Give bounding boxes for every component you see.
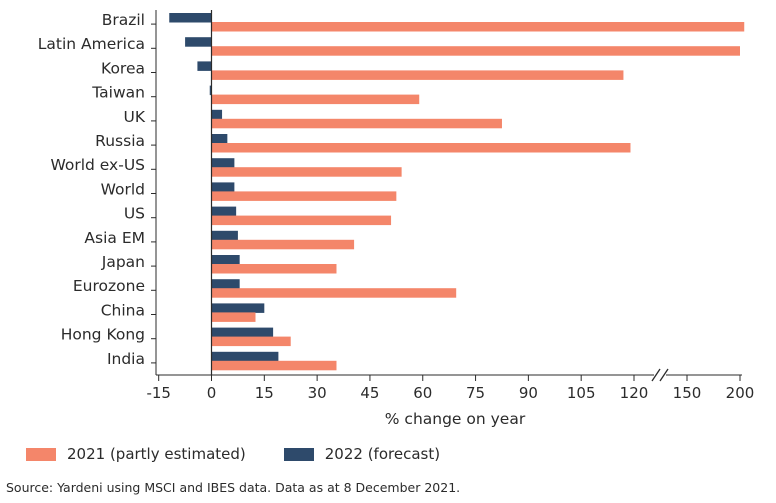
category-label: Taiwan — [91, 84, 145, 102]
x-tick-label: 120 — [620, 384, 649, 402]
legend-swatch-2022 — [283, 447, 314, 461]
x-tick-label: 30 — [308, 384, 327, 402]
bar-2022 — [211, 279, 240, 289]
bar-2021 — [211, 312, 256, 322]
x-tick-label: -15 — [146, 384, 171, 402]
category-label: China — [101, 301, 145, 319]
bar-2021 — [211, 143, 631, 153]
bar-2022 — [211, 327, 274, 338]
category-label: Latin America — [38, 35, 145, 53]
category-label: US — [124, 205, 145, 223]
axis-break-mark — [651, 368, 661, 382]
bar-2021 — [211, 239, 355, 250]
x-tick-label: 75 — [466, 384, 485, 402]
category-label: Japan — [101, 253, 145, 271]
bar-2022 — [169, 13, 212, 23]
bar-2022 — [211, 206, 237, 217]
bar-2022 — [211, 255, 240, 265]
bar-2021 — [211, 167, 402, 177]
x-tick-label: 200 — [726, 384, 755, 402]
bar-2022 — [211, 109, 223, 120]
bar-2022 — [211, 351, 279, 362]
category-label: Russia — [95, 132, 145, 150]
category-label: UK — [123, 108, 145, 126]
bar-2021 — [211, 360, 337, 371]
legend-item-2022: 2022 (forecast) — [283, 445, 441, 463]
category-label: Hong Kong — [61, 326, 145, 344]
bar-2022 — [185, 37, 212, 47]
bar-2022 — [211, 230, 238, 241]
x-tick-label: 150 — [673, 384, 702, 402]
bar-2022 — [197, 61, 212, 71]
bar-2021 — [211, 46, 740, 56]
category-label: Korea — [101, 59, 145, 77]
x-tick-label: 60 — [413, 384, 432, 402]
bar-2021 — [211, 22, 745, 32]
axis-break-mark — [659, 368, 669, 382]
bar-2022 — [211, 303, 265, 313]
bar-2021 — [211, 70, 624, 80]
x-tick-label: 45 — [360, 384, 379, 402]
source-note: Source: Yardeni using MSCI and IBES data… — [6, 480, 461, 495]
legend-label-2021: 2021 (partly estimated) — [67, 445, 246, 463]
x-axis-title: % change on year — [385, 410, 526, 428]
bar-2021 — [211, 191, 397, 201]
bar-2021 — [211, 264, 337, 274]
category-label: Brazil — [102, 11, 145, 29]
bar-2021 — [211, 94, 420, 105]
legend: 2021 (partly estimated) 2022 (forecast) — [26, 443, 478, 465]
legend-label-2022: 2022 (forecast) — [324, 445, 441, 463]
bar-2022 — [211, 158, 235, 168]
category-label: World — [101, 180, 145, 198]
legend-swatch-2021 — [26, 447, 56, 461]
x-tick-label: 90 — [519, 384, 538, 402]
x-tick-label: 105 — [567, 384, 596, 402]
bar-chart: Brazil Latin America Korea Taiwan UK Russia Wo… — [38, 10, 755, 428]
bar-2021 — [211, 288, 457, 298]
bar-2021 — [211, 336, 291, 347]
bar-2021 — [211, 215, 392, 226]
bar-2021 — [211, 118, 502, 129]
bar-2022 — [209, 85, 212, 96]
category-label: India — [107, 350, 145, 368]
category-label: World ex-US — [50, 156, 145, 174]
x-tick-label: 15 — [255, 384, 274, 402]
category-label: Asia EM — [84, 229, 145, 247]
category-label: Eurozone — [73, 277, 145, 295]
legend-item-2021: 2021 (partly estimated) — [26, 445, 246, 463]
bar-2022 — [211, 134, 228, 144]
x-tick-label: 0 — [207, 384, 217, 402]
bar-2022 — [211, 182, 235, 192]
